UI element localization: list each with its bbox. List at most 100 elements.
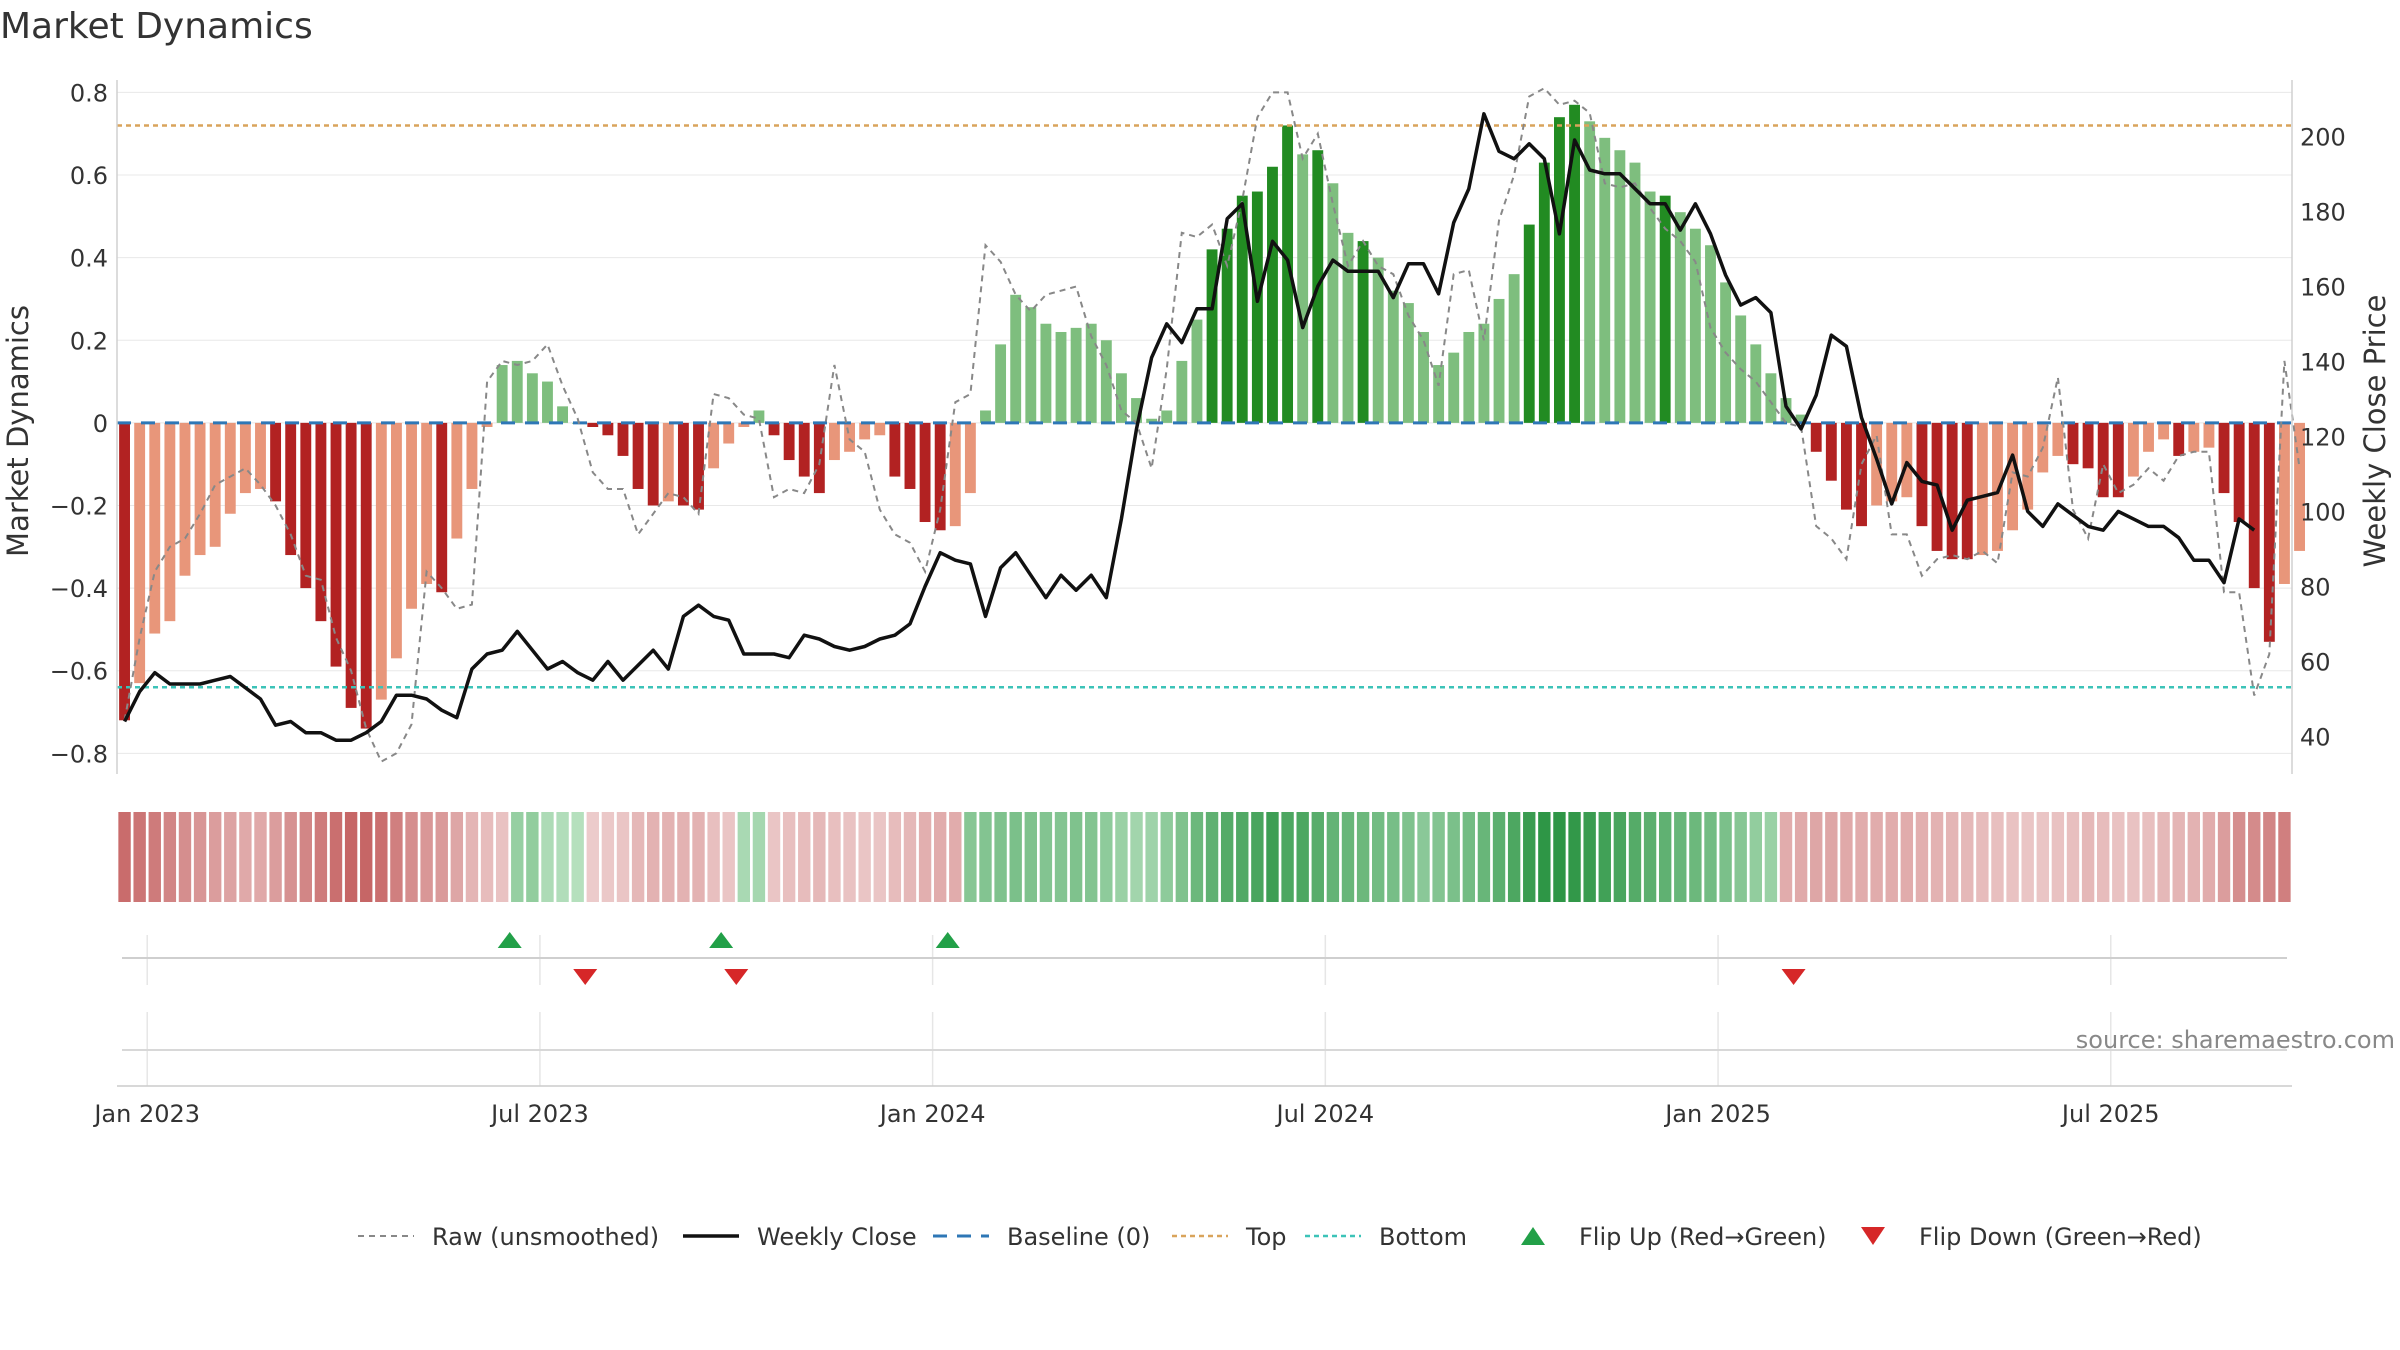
regime-cell [1341,812,1355,902]
flip-down-marker [573,969,598,985]
legend-label: Weekly Close [757,1223,917,1251]
dynamics-bar [844,422,855,452]
dynamics-bar [738,422,750,427]
regime-cell [1568,812,1581,902]
dynamics-bar [239,422,251,494]
regime-cell [2202,812,2216,902]
regime-cell [1991,812,2004,902]
dynamics-bar [1282,125,1294,423]
dynamics-bar [2127,422,2139,477]
regime-cell [1658,812,1672,902]
regime-cell [2248,812,2261,902]
flip-down-marker [724,969,749,985]
dynamics-bar [164,422,176,622]
regime-cell [1900,812,1914,902]
regime-cell [239,812,252,902]
dynamics-bars [119,104,2305,729]
right-tick-label: 100 [2300,498,2346,526]
regime-cell [556,812,569,902]
dynamics-bar [1538,162,1550,423]
regime-cell [1734,812,1747,902]
regime-cell [541,812,554,902]
regime-cell [480,812,494,902]
dynamics-bar [2007,422,2019,531]
legend-item-close: Weekly Close [683,1223,917,1251]
dynamics-bar [1267,166,1278,423]
regime-cell [2051,812,2065,902]
flip-up-marker [935,932,960,948]
dynamics-bar [330,422,342,667]
right-tick-label: 180 [2300,198,2346,226]
left-tick-label: 0 [93,410,108,438]
dynamics-bar [270,422,282,502]
dynamics-bar [421,422,433,584]
dynamics-bar [1493,298,1505,423]
left-tick-label: −0.4 [50,575,108,603]
dynamics-bar [466,422,478,489]
dynamics-bar [964,422,976,494]
dynamics-bar [1040,323,1052,423]
x-tick-label: Jul 2025 [2060,1100,2160,1128]
dynamics-bar [481,422,493,427]
regime-cell [2112,812,2125,902]
regime-cell [1130,812,1143,902]
regime-cell [329,812,343,902]
left-tick-label: 0.6 [70,162,108,190]
regime-cell [1477,812,1491,902]
dynamics-bar [1478,323,1490,423]
regime-cell [979,812,992,902]
dynamics-bar [1342,232,1354,423]
flip-down-marker [1781,969,1806,985]
regime-cell [616,812,630,902]
regime-cell [1553,812,1566,902]
regime-cell [2157,812,2170,902]
legend-swatch [1521,1227,1545,1245]
regime-cell [586,812,599,902]
right-tick-label: 200 [2300,123,2346,151]
dynamics-bar [2067,422,2079,465]
dynamics-bar [647,422,659,506]
dynamics-bar [1131,398,1142,423]
regime-cell [1281,812,1294,902]
dynamics-bar [2233,422,2245,523]
dynamics-bar [1659,195,1671,423]
regime-cell [843,812,856,902]
dynamics-bar [2143,422,2154,452]
dynamics-bar [1674,212,1686,423]
x-tick-label: Jan 2024 [878,1100,986,1128]
dynamics-bar [1644,191,1656,423]
dynamics-bar [1055,331,1067,423]
dynamics-bar [1599,137,1611,423]
regime-cell [1643,812,1657,902]
dynamics-bar [2188,422,2200,452]
regime-cell [1704,812,1717,902]
regime-cell [269,812,282,902]
regime-cell [1598,812,1611,902]
regime-cell [1356,812,1370,902]
regime-cell [2263,812,2276,902]
legend-item-flip-down: Flip Down (Green→Red) [1861,1223,2202,1251]
dynamics-bar [602,422,614,436]
regime-cell [1462,812,1476,902]
dynamics-bar [209,422,221,547]
x-tick-label: Jan 2023 [92,1100,200,1128]
legend-label: Flip Down (Green→Red) [1919,1223,2202,1251]
regime-cell [254,812,267,902]
legend-swatch [1861,1227,1885,1245]
dynamics-bar [557,406,569,423]
regime-cell [2021,812,2034,902]
regime-cell [405,812,418,902]
regime-cell [1779,812,1793,902]
dynamics-bar [949,422,961,527]
regime-cell [1870,812,1883,902]
regime-cell [2278,812,2291,902]
right-y-axis-label: Weekly Close Price [2358,295,2392,568]
regime-cell [2081,812,2095,902]
dynamics-bar [542,381,553,423]
regime-cell [1794,812,1808,902]
regime-cell [193,812,207,902]
dynamics-bar [1946,422,1958,560]
right-tick-label: 160 [2300,273,2346,301]
regime-cell [707,812,720,902]
dynamics-bar [179,422,191,576]
